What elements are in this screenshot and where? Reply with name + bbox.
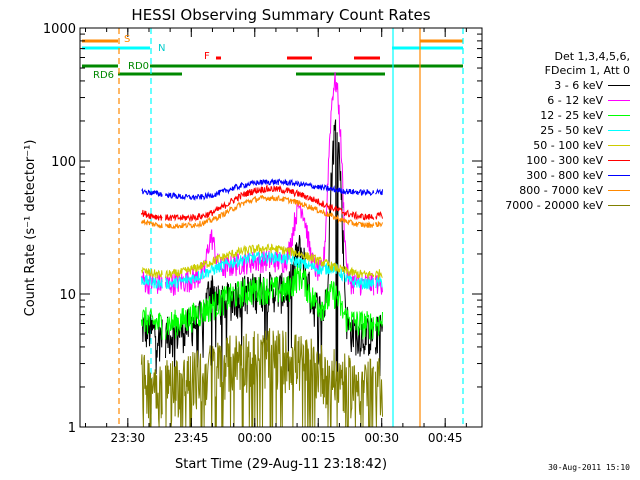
- legend-entry-label: 25 - 50 keV: [540, 124, 603, 137]
- series-line-6: [140, 184, 383, 223]
- legend-entry: 25 - 50 keV: [470, 123, 630, 138]
- chart-title: HESSI Observing Summary Count Rates: [131, 6, 430, 24]
- legend-entry-label: 12 - 25 keV: [540, 109, 603, 122]
- legend-entry: 100 - 300 keV: [470, 153, 630, 168]
- legend-entry-label: 3 - 6 keV: [554, 79, 603, 92]
- legend-header-detectors: Det 1,3,4,5,6,: [554, 50, 630, 63]
- rd6-label: RD6: [93, 70, 114, 81]
- series-line-9: [140, 328, 383, 428]
- legend-entry-label: 800 - 7000 keV: [519, 184, 603, 197]
- series-line-4: [140, 250, 383, 290]
- legend-swatch: [608, 85, 630, 86]
- status-bars: [82, 39, 463, 76]
- legend-entry-label: 50 - 100 keV: [533, 139, 603, 152]
- legend-entry: 3 - 6 keV: [470, 78, 630, 93]
- boundary-lines: [118, 28, 464, 427]
- axis-ticks: 1 10 100 1000 23:30 23:45 00:00 00:15 00:30 00:45: [43, 22, 482, 445]
- x-tick-label: 23:30: [111, 431, 146, 445]
- legend-entry: 800 - 7000 keV: [470, 183, 630, 198]
- legend-entry: 7000 - 20000 keV: [470, 198, 630, 213]
- x-tick-label: 23:45: [174, 431, 209, 445]
- x-axis-label: Start Time (29-Aug-11 23:18:42): [175, 457, 387, 472]
- legend-entry: 300 - 800 keV: [470, 168, 630, 183]
- legend-swatch: [608, 205, 630, 206]
- legend-swatch: [608, 100, 630, 101]
- y-tick-label: 10: [59, 288, 76, 303]
- plot-frame: [79, 27, 483, 428]
- legend-swatch: [608, 130, 630, 131]
- y-tick-label: 100: [51, 155, 76, 170]
- rd0-label: RD0: [128, 61, 149, 72]
- legend-swatch: [608, 145, 630, 146]
- series-line-5: [140, 243, 383, 281]
- legend-entry: 50 - 100 keV: [470, 138, 630, 153]
- x-tick-label: 00:15: [301, 431, 336, 445]
- night-label: N: [158, 43, 165, 54]
- y-axis-label: Count Rate (s⁻¹ detector⁻¹): [23, 140, 38, 317]
- generation-timestamp: 30-Aug-2011 15:10: [548, 463, 630, 472]
- legend-swatch: [608, 175, 630, 176]
- legend-swatch: [608, 160, 630, 161]
- legend-swatch: [608, 115, 630, 116]
- y-tick-label: 1: [68, 421, 76, 436]
- legend-entry: 6 - 12 keV: [470, 93, 630, 108]
- legend-header-fdecim: FDecim 1, Att 0: [544, 64, 630, 77]
- flare-label: F: [204, 51, 210, 62]
- x-tick-label: 00:45: [428, 431, 463, 445]
- x-tick-label: 00:00: [237, 431, 272, 445]
- series-line-3: [140, 263, 383, 341]
- legend-entry-label: 300 - 800 keV: [526, 169, 603, 182]
- legend-entry-label: 7000 - 20000 keV: [505, 199, 603, 212]
- legend-swatch: [608, 190, 630, 191]
- series-line-8: [140, 194, 383, 229]
- legend-entry: 12 - 25 keV: [470, 108, 630, 123]
- legend: Det 1,3,4,5,6, FDecim 1, Att 0 3 - 6 keV…: [470, 50, 630, 213]
- series-lines: [140, 72, 383, 428]
- legend-entry-label: 100 - 300 keV: [526, 154, 603, 167]
- saa-label: S: [124, 34, 130, 45]
- y-tick-label: 1000: [43, 22, 76, 37]
- legend-entry-label: 6 - 12 keV: [547, 94, 603, 107]
- x-tick-label: 00:30: [364, 431, 399, 445]
- series-line-7: [141, 177, 383, 202]
